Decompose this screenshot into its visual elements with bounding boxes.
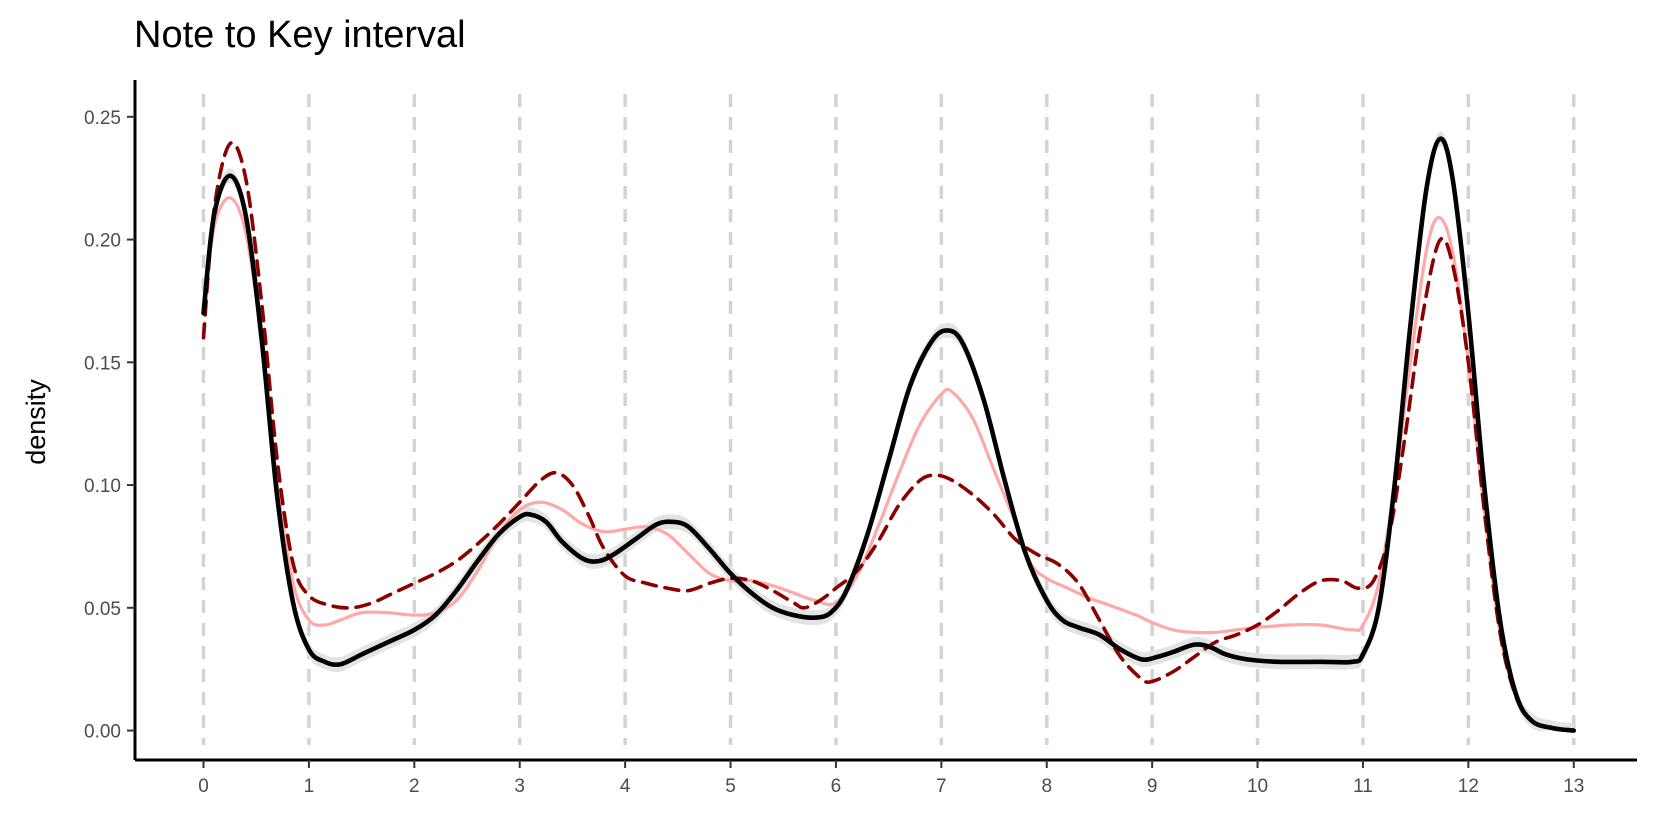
x-tick-label-6: 6 [831,776,842,797]
y-tick-label-1: 0.05 [84,599,121,620]
x-tick-label-13: 13 [1563,776,1584,797]
x-tick-label-11: 11 [1353,776,1373,797]
x-tick-label-10: 10 [1247,776,1268,797]
x-tick-label-12: 12 [1458,776,1479,797]
y-tick-label-0: 0.00 [84,722,121,743]
x-tick-label-5: 5 [725,776,736,797]
x-tick-label-7: 7 [936,776,947,797]
x-tick-label-4: 4 [620,776,631,797]
x-tick-label-2: 2 [409,776,420,797]
vertical-reference-lines [201,94,1576,745]
x-tick-label-8: 8 [1041,776,1052,797]
x-tick-label-9: 9 [1147,776,1158,797]
y-tick-label-2: 0.10 [84,476,121,497]
chart-title: Note to Key interval [134,14,466,56]
axes: 0 1 2 3 4 5 6 7 8 9 10 11 12 130.000.050.100.150.200.… [84,80,1637,797]
confidence-band [203,131,1574,732]
y-tick-label-5: 0.25 [84,108,121,129]
series-black-line [201,136,1577,733]
y-axis-title: density [21,379,51,465]
y-tick-label-3: 0.15 [84,353,121,374]
x-tick-label-0: 0 [198,776,209,797]
x-tick-label-1: 1 [304,776,315,797]
x-tick-label-3: 3 [514,776,525,797]
confidence-band-layer [203,131,1574,732]
series-layer [201,136,1577,733]
y-tick-label-4: 0.20 [84,231,121,252]
